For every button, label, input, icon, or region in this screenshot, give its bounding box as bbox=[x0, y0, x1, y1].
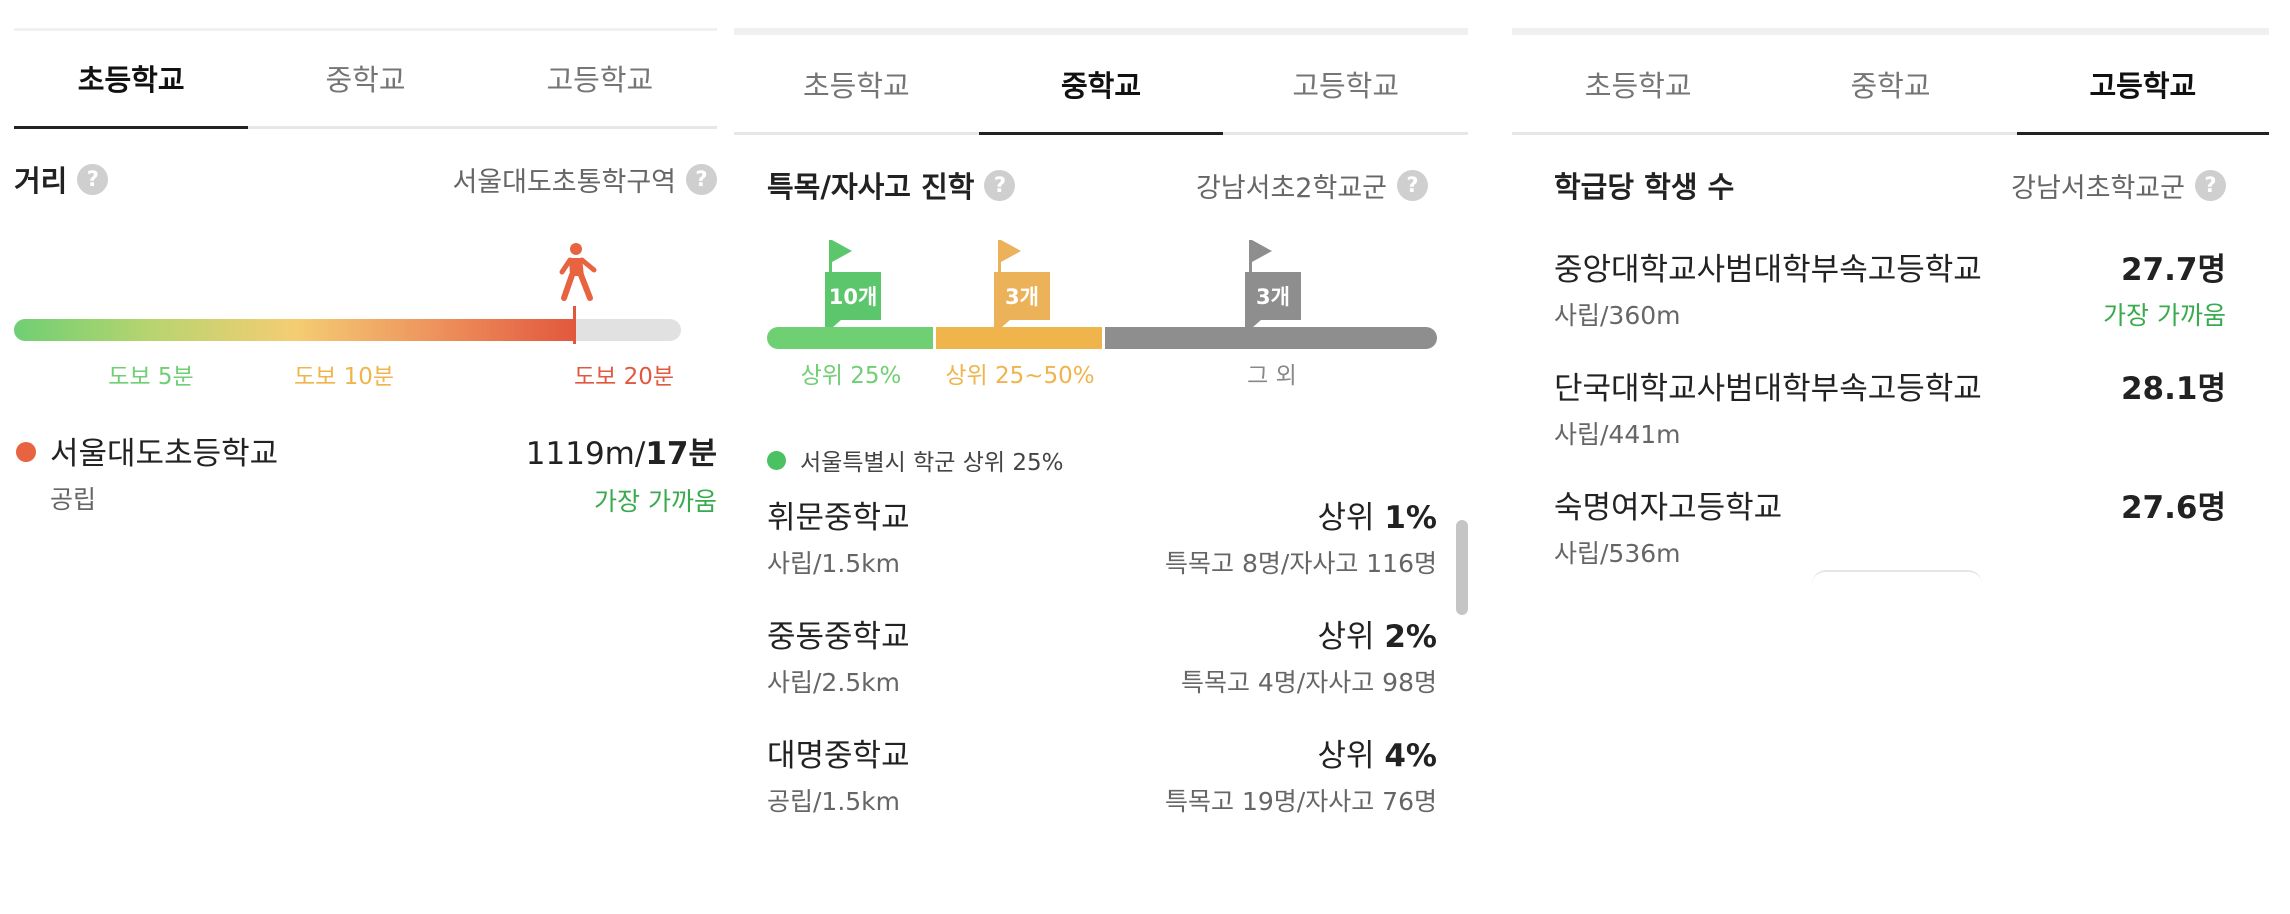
top-divider bbox=[14, 28, 717, 31]
class-size: 27.6명 bbox=[2120, 490, 2226, 526]
help-icon[interactable]: ? bbox=[984, 169, 1016, 201]
band-other bbox=[1105, 327, 1437, 349]
flag-count: 3개 bbox=[994, 272, 1050, 320]
help-icon[interactable]: ? bbox=[686, 163, 717, 195]
help-icon[interactable]: ? bbox=[77, 163, 109, 195]
nearest-badge: 가장 가까움 bbox=[594, 487, 717, 516]
list-item[interactable]: 대명중학교 상위 4% 공립/1.5km 특목고 19명/자사고 76명 bbox=[767, 726, 1437, 845]
tab-high[interactable]: 고등학교 bbox=[546, 63, 654, 97]
band-top25 bbox=[767, 327, 933, 349]
tab-elementary[interactable]: 초등학교 bbox=[1584, 69, 1692, 103]
tab-middle[interactable]: 중학교 bbox=[325, 63, 406, 97]
class-size: 27.7명 bbox=[2120, 252, 2226, 288]
tab-elementary[interactable]: 초등학교 bbox=[802, 69, 910, 103]
walking-time-bar bbox=[14, 319, 681, 341]
walk-5-label: 도보 5분 bbox=[108, 364, 194, 390]
scrollbar[interactable] bbox=[1456, 520, 1468, 615]
school-list: 휘문중학교 상위 1% 사립/1.5km 특목고 8명/자사고 116명 중동중… bbox=[767, 488, 1437, 845]
section-header: 거리 ? 서울대도초통학구역 ? bbox=[14, 158, 717, 200]
legend: 서울특별시 학군 상위 25% bbox=[767, 443, 1064, 477]
school-name: 중동중학교 bbox=[767, 619, 910, 655]
school-name: 숙명여자고등학교 bbox=[1554, 490, 1783, 526]
legend-dot bbox=[767, 450, 786, 470]
school-name: 중앙대학교사범대학부속고등학교 bbox=[1554, 252, 1982, 288]
rank-bar bbox=[767, 327, 1437, 349]
tab-middle[interactable]: 중학교 bbox=[1850, 69, 1931, 103]
flag-count: 3개 bbox=[1245, 272, 1301, 320]
section-title: 학급당 학생 수 bbox=[1554, 170, 1735, 204]
school-level-tabs: 초등학교 중학교 고등학교 bbox=[1512, 36, 2270, 135]
school-detail: 특목고 4명/자사고 98명 bbox=[1180, 668, 1437, 697]
school-type: 사립/2.5km bbox=[767, 668, 901, 697]
band-top25-50 bbox=[936, 327, 1102, 349]
class-size: 28.1명 bbox=[2120, 371, 2226, 407]
list-item[interactable]: 중동중학교 상위 2% 사립/2.5km 특목고 4명/자사고 98명 bbox=[767, 607, 1437, 726]
band-label-other: 그 외 bbox=[1247, 363, 1297, 389]
list-item[interactable]: 숙명여자고등학교 27.6명 사립/536m bbox=[1554, 478, 2226, 597]
band-label-top25-50: 상위 25~50% bbox=[945, 363, 1095, 389]
walking-person-icon bbox=[559, 243, 597, 301]
district-label: 서울대도초통학구역 ? bbox=[452, 160, 717, 199]
list-item[interactable]: 휘문중학교 상위 1% 사립/1.5km 특목고 8명/자사고 116명 bbox=[767, 488, 1437, 607]
section-title: 거리 ? bbox=[14, 158, 109, 200]
help-icon[interactable]: ? bbox=[1397, 169, 1428, 201]
school-rank: 상위 4% bbox=[1317, 738, 1437, 774]
section-header: 특목/자사고 진학 ? 강남서초2학교군 ? bbox=[767, 164, 1428, 206]
school-name: 대명중학교 bbox=[767, 738, 910, 774]
school-distance: 1119m/17분 bbox=[525, 436, 717, 472]
band-label-top25: 상위 25% bbox=[800, 363, 902, 389]
school-detail: 특목고 19명/자사고 76명 bbox=[1165, 787, 1437, 816]
tab-high[interactable]: 고등학교 bbox=[1292, 69, 1400, 103]
more-button-edge[interactable] bbox=[1812, 570, 1982, 586]
help-icon[interactable]: ? bbox=[2195, 169, 2226, 201]
section-header: 학급당 학생 수 강남서초학교군 ? bbox=[1554, 164, 2226, 206]
school-type: 사립/536m bbox=[1554, 539, 1681, 568]
school-type: 공립 bbox=[50, 485, 97, 514]
school-type: 사립/1.5km bbox=[767, 549, 901, 578]
walking-position-marker bbox=[573, 306, 576, 344]
top-divider bbox=[734, 28, 1468, 35]
walking-time-fill bbox=[14, 319, 574, 341]
tab-middle[interactable]: 중학교 bbox=[978, 36, 1224, 135]
list-item[interactable]: 단국대학교사범대학부속고등학교 28.1명 사립/441m bbox=[1554, 359, 2226, 478]
flag-top25-50: 3개 bbox=[994, 240, 1050, 360]
school-name: 휘문중학교 bbox=[767, 500, 910, 536]
school-rank: 상위 1% bbox=[1317, 500, 1437, 536]
school-type: 사립/441m bbox=[1554, 420, 1681, 449]
top-divider bbox=[1512, 28, 2269, 35]
school-type: 사립/360m bbox=[1554, 301, 1681, 330]
tab-elementary[interactable]: 초등학교 bbox=[14, 30, 249, 129]
nearest-badge: 가장 가까움 bbox=[2103, 301, 2226, 330]
flag-icon bbox=[1252, 240, 1272, 262]
school-detail: 특목고 8명/자사고 116명 bbox=[1165, 549, 1437, 578]
walk-20-label: 도보 20분 bbox=[573, 364, 675, 390]
school-level-tabs: 초등학교 중학교 고등학교 bbox=[14, 30, 717, 129]
section-title: 특목/자사고 진학 ? bbox=[767, 164, 1016, 206]
school-name: 서울대도초등학교 bbox=[50, 436, 279, 472]
school-name: 단국대학교사범대학부속고등학교 bbox=[1554, 371, 1982, 407]
flag-count: 10개 bbox=[825, 272, 881, 320]
walk-10-label: 도보 10분 bbox=[293, 364, 395, 390]
list-item[interactable]: 중앙대학교사범대학부속고등학교 27.7명 사립/360m 가장 가까움 bbox=[1554, 240, 2226, 359]
school-rank: 상위 2% bbox=[1317, 619, 1437, 655]
flag-top25: 10개 bbox=[825, 240, 881, 360]
school-type: 공립/1.5km bbox=[767, 787, 901, 816]
flag-icon bbox=[1001, 240, 1021, 262]
flag-icon bbox=[832, 240, 852, 262]
flag-other: 3개 bbox=[1245, 240, 1301, 360]
tab-high[interactable]: 고등학교 bbox=[2016, 36, 2270, 135]
district-label: 강남서초학교군 ? bbox=[2011, 166, 2226, 205]
school-level-tabs: 초등학교 중학교 고등학교 bbox=[734, 36, 1468, 135]
status-dot bbox=[16, 442, 36, 462]
school-list: 중앙대학교사범대학부속고등학교 27.7명 사립/360m 가장 가까움 단국대… bbox=[1554, 240, 2226, 597]
district-label: 강남서초2학교군 ? bbox=[1196, 166, 1428, 205]
